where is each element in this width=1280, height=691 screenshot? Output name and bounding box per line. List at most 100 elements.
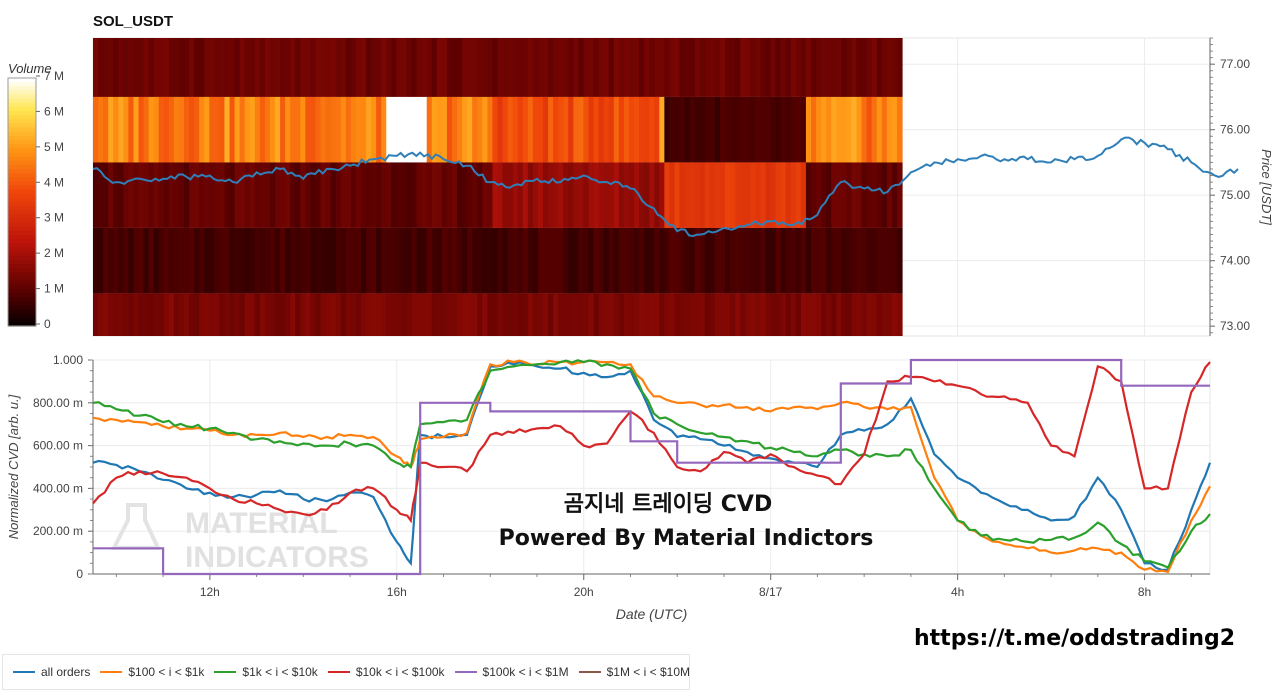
heatmap-cell bbox=[259, 96, 266, 163]
heatmap-cell bbox=[816, 38, 822, 97]
heatmap-cell bbox=[831, 293, 837, 336]
colorbar-segment bbox=[8, 276, 36, 282]
heatmap-cell bbox=[886, 227, 893, 294]
heatmap-cell bbox=[462, 293, 468, 336]
heatmap-cell bbox=[219, 38, 226, 97]
heatmap-cell bbox=[184, 162, 190, 228]
heatmap-cell bbox=[634, 38, 640, 97]
heatmap-cell bbox=[254, 162, 261, 228]
heatmap-cell bbox=[866, 227, 873, 294]
heatmap-cell bbox=[451, 227, 458, 294]
heatmap-cell bbox=[861, 96, 868, 163]
heatmap-cell bbox=[568, 227, 574, 294]
heatmap-cell bbox=[588, 293, 595, 336]
heatmap-cell bbox=[264, 162, 271, 228]
heatmap-cell bbox=[411, 162, 418, 228]
heatmap-cell bbox=[765, 162, 772, 228]
heatmap-cell bbox=[725, 96, 731, 163]
heatmap-cell bbox=[810, 38, 817, 97]
heatmap-cell bbox=[411, 293, 418, 336]
heatmap-cell bbox=[340, 293, 347, 336]
heatmap-cell bbox=[876, 38, 883, 97]
heatmap-cell bbox=[128, 38, 135, 97]
heatmap-cell bbox=[669, 96, 676, 163]
heatmap-cell bbox=[386, 227, 392, 294]
heatmap-cell bbox=[730, 162, 736, 228]
heatmap-cell bbox=[714, 162, 721, 228]
heatmap-cell bbox=[780, 293, 787, 336]
heatmap-cell bbox=[477, 227, 483, 294]
heatmap-cell bbox=[335, 227, 342, 294]
heatmap-cell bbox=[264, 96, 271, 163]
legend-item[interactable]: $100k < i < $1M bbox=[454, 665, 569, 679]
heatmap-cell bbox=[896, 293, 903, 336]
heatmap-cell bbox=[360, 293, 367, 336]
heatmap-cell bbox=[725, 162, 731, 228]
heatmap-cell bbox=[816, 293, 822, 336]
heatmap-cell bbox=[881, 162, 888, 228]
heatmap-cell bbox=[608, 38, 615, 97]
heatmap-cell bbox=[209, 227, 215, 294]
heatmap-cell bbox=[103, 38, 109, 97]
colorbar-segment bbox=[8, 247, 36, 253]
heatmap-cell bbox=[497, 293, 504, 336]
heatmap-cell bbox=[593, 293, 600, 336]
heatmap-cell bbox=[204, 162, 210, 228]
legend-item[interactable]: $1M < i < $10M bbox=[578, 665, 690, 679]
heatmap-cell bbox=[861, 227, 868, 294]
heatmap-cell bbox=[269, 227, 276, 294]
heatmap-cell bbox=[148, 96, 155, 163]
colorbar-segment bbox=[8, 135, 36, 141]
heatmap-cell bbox=[462, 227, 468, 294]
heatmap-cell bbox=[709, 293, 716, 336]
heatmap-cell bbox=[128, 227, 135, 294]
heatmap-cell bbox=[563, 38, 569, 97]
heatmap-cell bbox=[851, 227, 858, 294]
colorbar-segment bbox=[8, 259, 36, 265]
heatmap-cell bbox=[765, 38, 772, 97]
heatmap-cell bbox=[841, 38, 847, 97]
heatmap-cell bbox=[325, 38, 332, 97]
heatmap-cell bbox=[750, 293, 756, 336]
heatmap-cell bbox=[305, 227, 312, 294]
heatmap-cell bbox=[765, 227, 772, 294]
heatmap-cell bbox=[785, 162, 792, 228]
x-axis-label: Date (UTC) bbox=[616, 606, 688, 622]
price-line bbox=[92, 136, 1239, 238]
heatmap-cell bbox=[613, 227, 620, 294]
heatmap-cell bbox=[719, 96, 726, 163]
colorbar-segment bbox=[8, 222, 36, 228]
heatmap-cell bbox=[628, 293, 635, 336]
heatmap-cell bbox=[153, 162, 160, 228]
heatmap-cell bbox=[563, 96, 569, 163]
heatmap-cell bbox=[275, 38, 281, 97]
heatmap-cell bbox=[583, 293, 590, 336]
footer-url[interactable]: https://t.me/oddstrading2 bbox=[914, 626, 1236, 651]
colorbar-segment bbox=[8, 251, 36, 257]
heatmap-cell bbox=[583, 162, 590, 228]
heatmap-cell bbox=[826, 293, 832, 336]
heatmap-cell bbox=[254, 227, 261, 294]
heatmap-cell bbox=[411, 38, 418, 97]
heatmap-cell bbox=[355, 227, 362, 294]
heatmap-cell bbox=[295, 293, 301, 336]
heatmap-cell bbox=[467, 293, 473, 336]
heatmap-cell bbox=[366, 293, 372, 336]
legend-item[interactable]: $1k < i < $10k bbox=[214, 665, 318, 679]
heatmap-cell bbox=[780, 227, 787, 294]
heatmap-cell bbox=[98, 96, 104, 163]
heatmap-cell bbox=[659, 96, 665, 163]
legend-item[interactable]: all orders bbox=[13, 665, 90, 679]
heatmap-cell bbox=[103, 227, 109, 294]
heatmap-cell bbox=[608, 96, 615, 163]
legend-item[interactable]: $100 < i < $1k bbox=[100, 665, 204, 679]
heatmap-cell bbox=[583, 38, 590, 97]
heatmap-cell bbox=[285, 227, 291, 294]
heatmap-cell bbox=[543, 96, 549, 163]
heatmap-cell bbox=[209, 293, 215, 336]
heatmap-cell bbox=[795, 96, 802, 163]
heatmap-cell bbox=[578, 38, 585, 97]
legend-item[interactable]: $10k < i < $100k bbox=[327, 665, 445, 679]
heatmap-cell bbox=[770, 227, 777, 294]
heatmap-cell bbox=[148, 293, 155, 336]
